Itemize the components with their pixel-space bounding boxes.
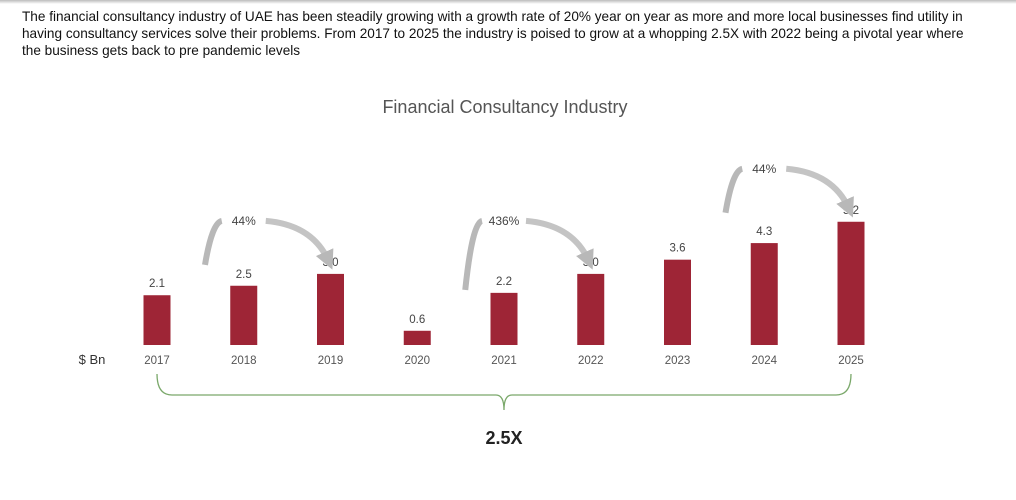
bar-2024 <box>750 243 778 345</box>
growth-label: 44% <box>752 162 776 176</box>
bar-2020 <box>403 330 431 345</box>
x-tick-2022: 2022 <box>578 355 604 367</box>
growth-label: 44% <box>232 214 256 228</box>
bar-2019 <box>317 273 344 345</box>
x-tick-2021: 2021 <box>491 355 517 367</box>
arrow-left-arc <box>462 217 484 291</box>
bar-2025 <box>837 221 865 345</box>
growth-arrow-3: 44% <box>722 162 854 218</box>
bar-2023 <box>664 259 691 345</box>
growth-label: 436% <box>489 214 520 228</box>
unit-label: $ Bn <box>79 352 106 367</box>
x-tick-2020: 2020 <box>404 355 430 367</box>
x-tick-2023: 2023 <box>665 355 691 367</box>
description-paragraph: The financial consultancy industry of UA… <box>22 9 964 58</box>
bar-2021 <box>490 292 518 345</box>
data-label-2021: 2.2 <box>496 276 512 288</box>
x-tick-2024: 2024 <box>751 355 777 367</box>
growth-brace <box>156 373 852 411</box>
data-label-2017: 2.1 <box>149 278 165 290</box>
arrow-right-arc <box>525 217 594 270</box>
arrow-right-arc <box>785 165 854 218</box>
x-tick-2017: 2017 <box>144 355 170 367</box>
bar-2018 <box>230 285 258 345</box>
arrow-right-arc <box>265 217 334 270</box>
data-label-2023: 3.6 <box>670 243 686 255</box>
x-tick-2018: 2018 <box>231 355 257 367</box>
arrow-left-arc <box>722 165 744 214</box>
chart-title: Financial Consultancy Industry <box>382 97 627 117</box>
x-tick-2025: 2025 <box>838 355 864 367</box>
top-shadow <box>0 0 1016 4</box>
data-label-2020: 0.6 <box>409 314 425 326</box>
bar-2017 <box>143 295 171 345</box>
growth-arrow-2: 436% <box>462 214 594 291</box>
growth-arrow-1: 44% <box>202 214 334 270</box>
bar-2022 <box>577 273 605 345</box>
x-tick-2019: 2019 <box>318 355 344 367</box>
overall-growth-label: 2.5X <box>485 428 522 448</box>
data-label-2024: 4.3 <box>756 226 772 238</box>
data-label-2018: 2.5 <box>236 269 252 281</box>
arrow-left-arc <box>202 217 224 266</box>
